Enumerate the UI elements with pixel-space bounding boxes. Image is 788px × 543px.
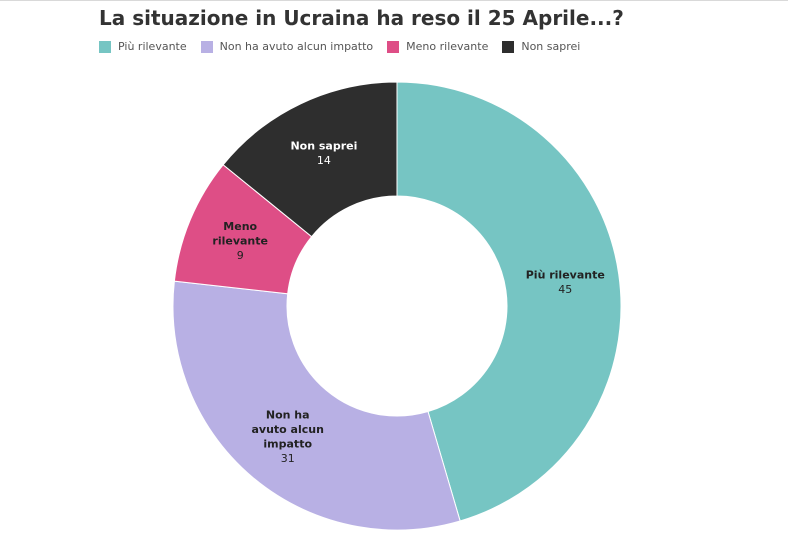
slice-value-meno-rilevante: 9: [237, 249, 244, 262]
legend-swatch-non-saprei: [502, 40, 515, 53]
slice-value-non-saprei: 14: [317, 154, 331, 167]
legend-swatch-nessun-impatto: [200, 40, 213, 53]
slice-label-nessun-impatto: Non ha avuto alcun impatto 31: [251, 408, 323, 465]
slice-label-name-line: avuto alcun: [251, 423, 323, 436]
slice-value-nessun-impatto: 31: [281, 452, 295, 465]
slice-label-name-line: Meno: [223, 220, 257, 233]
legend-swatch-piu-rilevante: [99, 40, 111, 53]
slice-label-piu-rilevante: Più rilevante 45: [526, 269, 605, 297]
slice-label-non-saprei: Non saprei 14: [290, 139, 357, 167]
slice-label-name-line: Non saprei: [290, 139, 357, 152]
donut-slice-piu-rilevante[interactable]: [396, 81, 622, 522]
slice-label-name-line: impatto: [263, 437, 312, 450]
legend-item-meno-rilevante[interactable]: Meno rilevante: [387, 40, 488, 53]
legend-item-piu-rilevante[interactable]: Più rilevante: [99, 40, 187, 53]
slice-label-name-line: Non ha: [266, 408, 310, 421]
legend-item-nessun-impatto[interactable]: Non ha avuto alcun impatto: [200, 40, 374, 53]
slice-label-meno-rilevante: Meno rilevante 9: [212, 220, 268, 262]
legend-label-piu-rilevante: Più rilevante: [118, 40, 187, 53]
donut-slice-nessun-impatto[interactable]: [172, 280, 461, 531]
slice-value-piu-rilevante: 45: [558, 283, 572, 296]
legend-label-meno-rilevante: Meno rilevante: [406, 40, 489, 53]
legend-label-non-saprei: Non saprei: [521, 40, 581, 53]
donut-slice-non-saprei[interactable]: [222, 81, 398, 238]
top-divider: [0, 0, 788, 1]
legend-swatch-meno-rilevante: [387, 40, 400, 53]
legend-label-nessun-impatto: Non ha avuto alcun impatto: [219, 40, 374, 53]
slice-label-name-line: rilevante: [212, 234, 268, 247]
slice-label-name-line: Più rilevante: [526, 269, 605, 282]
chart-title: La situazione in Ucraina ha reso il 25 A…: [99, 6, 624, 30]
legend-item-non-saprei[interactable]: Non saprei: [502, 40, 580, 53]
chart-legend: Più rilevante Non ha avuto alcun impatto…: [99, 40, 580, 53]
